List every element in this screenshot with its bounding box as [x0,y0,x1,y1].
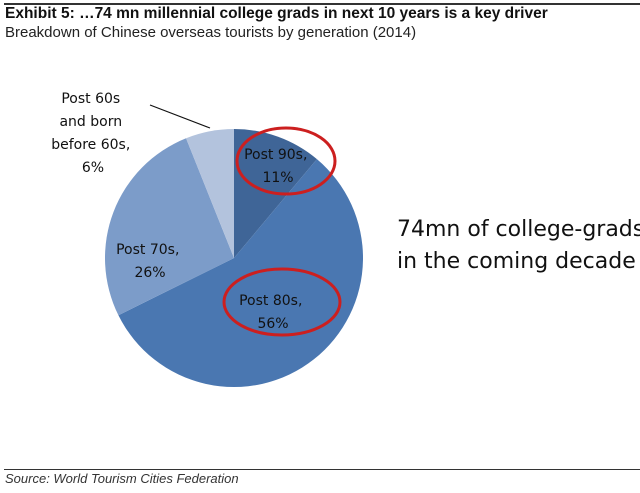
pie-slice-post70s [104,138,235,316]
chart-subtitle: Breakdown of Chinese overseas tourists b… [5,24,417,41]
slice-label-post60s: Post 60s and born before 60s, 6% [51,91,135,176]
top-rule [4,3,640,5]
highlight-circle-post90s [235,126,337,196]
bottom-rule [4,469,640,470]
source-note: Source: World Tourism Cities Federation [5,471,239,486]
pie-slice-post80s [118,159,363,387]
leader-line [149,104,211,129]
annotation-line-1: 74mn of college-grads [397,217,640,242]
slice-label-post70s: Post 70s, 26% [116,242,184,281]
slice-label-post90s: Post 90s, 11% [244,147,312,186]
pie-slice-post60s [186,129,234,258]
slice-label-post80s: Post 80s, 56% [239,293,307,332]
annotation-line-2: in the coming decade [397,249,636,274]
highlight-circle-post80s [222,267,342,337]
chart-title: Exhibit 5: …74 mn millennial college gra… [5,5,548,22]
